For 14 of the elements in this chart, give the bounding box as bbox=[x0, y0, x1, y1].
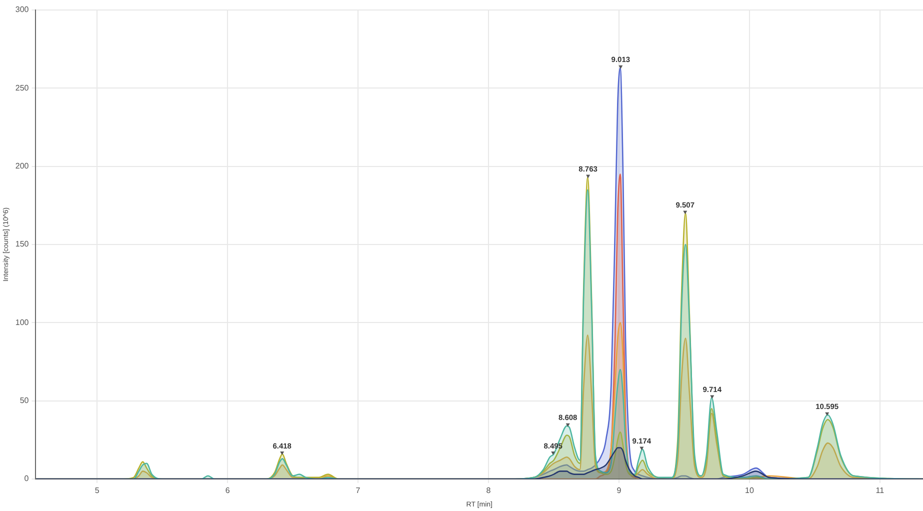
y-tick-label: 0 bbox=[24, 474, 30, 484]
x-tick-label: 5 bbox=[94, 486, 100, 496]
y-tick-label: 250 bbox=[15, 83, 30, 92]
y-tick-label: 100 bbox=[15, 318, 30, 327]
x-tick-label: 8 bbox=[486, 486, 492, 496]
x-tick-label: 11 bbox=[876, 486, 885, 496]
y-tick-label: 150 bbox=[15, 240, 30, 249]
y-tick-label: 200 bbox=[15, 162, 30, 171]
x-tick-label: 9 bbox=[616, 486, 622, 496]
x-tick-label: 7 bbox=[356, 486, 361, 496]
y-tick-label: 50 bbox=[20, 396, 30, 406]
x-tick-label: 10 bbox=[745, 486, 754, 496]
y-tick-label: 300 bbox=[15, 5, 30, 14]
x-tick-label: 6 bbox=[225, 486, 230, 496]
